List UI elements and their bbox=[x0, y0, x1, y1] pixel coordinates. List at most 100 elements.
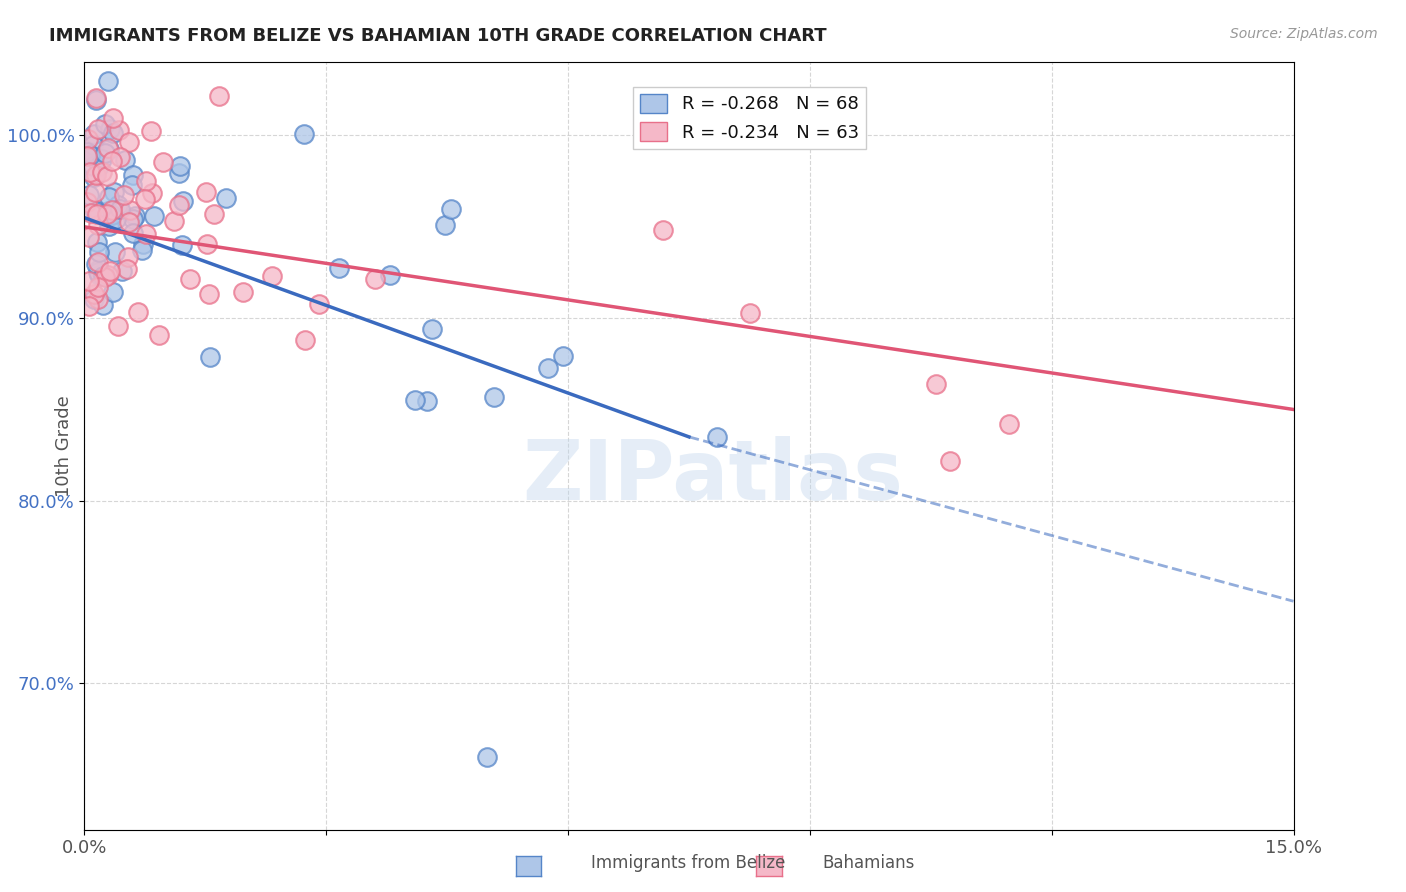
Point bbox=[76, 195, 98, 210]
Point bbox=[87, 218, 110, 232]
Point bbox=[77, 230, 100, 244]
Point bbox=[98, 219, 121, 233]
Point bbox=[117, 251, 139, 265]
Point bbox=[197, 286, 219, 301]
Point bbox=[107, 198, 129, 212]
Point bbox=[98, 264, 121, 278]
Point bbox=[135, 227, 157, 242]
Point bbox=[79, 188, 101, 202]
Point bbox=[89, 262, 111, 277]
Point bbox=[82, 137, 104, 152]
Point bbox=[82, 159, 104, 173]
Point bbox=[115, 262, 138, 277]
Point bbox=[94, 145, 117, 160]
Point bbox=[118, 135, 141, 149]
Point bbox=[97, 73, 120, 87]
Point bbox=[477, 749, 499, 764]
Point bbox=[135, 174, 157, 188]
Point bbox=[86, 255, 108, 269]
Point bbox=[107, 319, 129, 334]
Point bbox=[328, 260, 350, 275]
Text: Immigrants from Belize: Immigrants from Belize bbox=[591, 855, 785, 872]
Point bbox=[132, 236, 155, 251]
Point bbox=[87, 121, 110, 136]
Point bbox=[87, 159, 110, 173]
Point bbox=[378, 268, 401, 282]
Point bbox=[364, 272, 387, 286]
Point bbox=[103, 185, 125, 199]
Point bbox=[83, 128, 105, 142]
Y-axis label: 10th Grade: 10th Grade bbox=[55, 395, 73, 497]
Point bbox=[83, 287, 105, 301]
Point bbox=[101, 202, 124, 217]
Point bbox=[142, 209, 165, 223]
Point bbox=[121, 178, 143, 192]
Point bbox=[232, 285, 254, 299]
Point bbox=[77, 147, 100, 161]
Point bbox=[195, 185, 218, 199]
Point bbox=[79, 147, 101, 161]
Point bbox=[97, 203, 120, 218]
Point bbox=[76, 132, 98, 146]
Point bbox=[308, 297, 330, 311]
Point bbox=[172, 238, 194, 252]
Point bbox=[87, 268, 110, 282]
Point bbox=[294, 334, 316, 348]
Point bbox=[440, 202, 463, 216]
Point bbox=[84, 257, 107, 271]
Point bbox=[141, 186, 163, 200]
Point bbox=[172, 194, 194, 208]
Point bbox=[108, 150, 131, 164]
Point bbox=[107, 122, 129, 136]
Point bbox=[134, 193, 156, 207]
Text: IMMIGRANTS FROM BELIZE VS BAHAMIAN 10TH GRADE CORRELATION CHART: IMMIGRANTS FROM BELIZE VS BAHAMIAN 10TH … bbox=[49, 27, 827, 45]
Point bbox=[91, 298, 114, 312]
Point bbox=[122, 212, 145, 227]
Point bbox=[104, 244, 127, 259]
Point bbox=[84, 93, 107, 107]
Point bbox=[93, 117, 115, 131]
Point bbox=[124, 210, 146, 224]
Point bbox=[108, 202, 131, 217]
Point bbox=[998, 417, 1021, 431]
Point bbox=[202, 207, 225, 221]
Point bbox=[179, 271, 201, 285]
Point bbox=[101, 126, 124, 140]
Text: Source: ZipAtlas.com: Source: ZipAtlas.com bbox=[1230, 27, 1378, 41]
Text: Bahamians: Bahamians bbox=[823, 855, 915, 872]
Point bbox=[96, 211, 118, 226]
Point bbox=[141, 124, 163, 138]
Point bbox=[97, 141, 120, 155]
Point bbox=[118, 214, 141, 228]
Point bbox=[86, 235, 108, 249]
Point bbox=[111, 263, 134, 277]
Point bbox=[87, 292, 110, 306]
Point bbox=[83, 203, 105, 218]
Point bbox=[77, 274, 100, 288]
Point bbox=[416, 394, 439, 409]
Point bbox=[127, 304, 149, 318]
Point bbox=[740, 306, 762, 320]
Text: ZIPatlas: ZIPatlas bbox=[523, 436, 904, 517]
Point bbox=[152, 155, 174, 169]
Point bbox=[87, 265, 110, 279]
Point bbox=[482, 391, 505, 405]
Point bbox=[97, 190, 120, 204]
Point bbox=[77, 299, 100, 313]
Point bbox=[87, 245, 110, 260]
Point bbox=[114, 153, 136, 167]
Point bbox=[87, 279, 110, 293]
Point bbox=[91, 269, 114, 284]
Point bbox=[131, 243, 153, 257]
Point bbox=[98, 121, 121, 136]
Point bbox=[551, 349, 574, 363]
Point bbox=[167, 165, 190, 179]
Point bbox=[84, 91, 107, 105]
Point bbox=[84, 169, 107, 183]
Point bbox=[163, 213, 186, 227]
Point bbox=[87, 203, 110, 218]
Point bbox=[76, 145, 98, 159]
Point bbox=[925, 376, 948, 391]
Point bbox=[94, 270, 117, 285]
Point bbox=[537, 361, 560, 376]
